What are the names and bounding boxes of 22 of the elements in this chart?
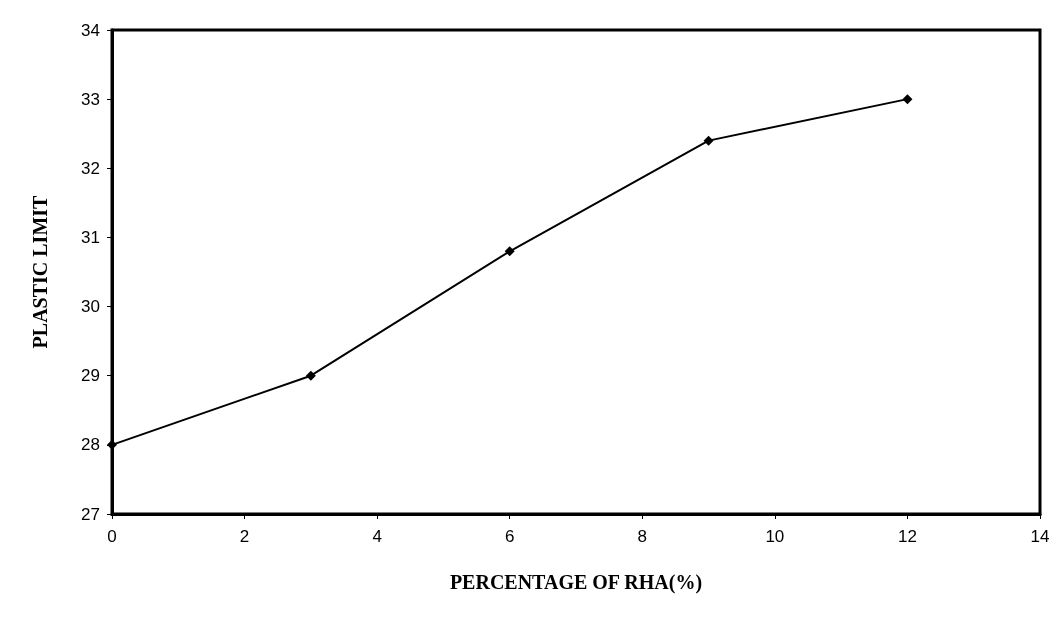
x-tick-label: 4 (372, 527, 382, 546)
point (504, 246, 515, 257)
x-tick-label: 14 (1030, 527, 1050, 546)
x-tick-label: 2 (239, 527, 250, 546)
y-tick-label: 28 (81, 435, 100, 455)
point (902, 94, 913, 105)
y-tick-label: 31 (81, 227, 100, 247)
x-tick-label: 6 (504, 527, 515, 546)
x-tick-label: 8 (637, 527, 648, 546)
y-tick-label: 32 (81, 158, 100, 178)
x-axis-title: PERCENTAGE OF RHA(%) (449, 571, 703, 594)
x-tick-label: 10 (765, 527, 785, 546)
y-tick-label: 33 (81, 89, 100, 109)
y-tick-label: 30 (81, 297, 100, 317)
x-tick-label: 0 (107, 527, 117, 546)
y-tick-label: 34 (81, 20, 100, 40)
y-tick-label: 29 (81, 366, 100, 386)
point (703, 135, 714, 146)
y-axis-title: PLASTIC LIMIT (29, 194, 51, 349)
x-tick-label: 12 (897, 527, 917, 546)
point (305, 370, 316, 381)
y-tick-label: 27 (81, 504, 100, 524)
